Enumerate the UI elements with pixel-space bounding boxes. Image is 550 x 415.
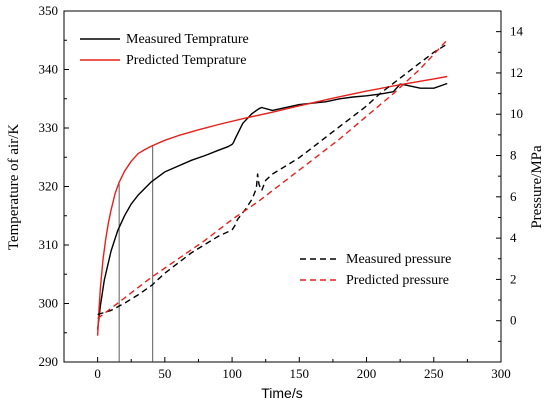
series-line (97, 43, 448, 316)
right-y-tick-label: 4 (510, 230, 517, 245)
x-tick-label: 250 (424, 366, 444, 381)
left-y-tick-label: 310 (39, 237, 59, 252)
left-y-tick-label: 320 (39, 179, 59, 194)
left-y-axis-title: Temperature of air/K (6, 124, 22, 251)
right-y-tick-label: 10 (510, 106, 523, 121)
x-tick-label: 100 (222, 366, 242, 381)
legend-label: Measured Temprature (126, 32, 249, 47)
right-y-tick-label: 2 (510, 271, 517, 286)
left-y-tick-label: 330 (39, 120, 59, 135)
x-tick-label: 300 (491, 366, 511, 381)
right-y-axis-title: Pressure/MPa (529, 145, 545, 229)
marker-lines (118, 145, 154, 362)
legends: Measured Temprature Predicted Temprature M… (80, 32, 451, 288)
left-y-tick-label: 300 (39, 296, 59, 311)
x-axis-title: Time/s (261, 385, 302, 401)
x-tick-label: 200 (357, 366, 377, 381)
series-line (96, 75, 448, 336)
x-tick-label: 50 (158, 366, 171, 381)
left-y-tick-label: 290 (39, 354, 59, 369)
series-line (96, 82, 448, 330)
x-tick-label: 0 (94, 366, 101, 381)
right-y-tick-label: 0 (510, 313, 517, 328)
right-y-tick-label: 12 (510, 65, 523, 80)
series-layer (96, 39, 448, 336)
left-y-axis-ticks: 290 300 310 320 330 340 350 (39, 3, 69, 369)
legend-label: Predicted Temprature (126, 53, 246, 68)
left-y-tick-label: 340 (39, 62, 59, 77)
series-line (97, 39, 448, 320)
x-tick-label: 150 (290, 366, 310, 381)
right-y-tick-label: 8 (510, 148, 517, 163)
legend-label: Measured pressure (346, 252, 451, 267)
right-y-axis-ticks: 0 2 4 6 8 10 12 14 (496, 24, 524, 342)
x-axis-ticks: 0 50 100 150 200 250 300 (63, 357, 511, 381)
right-y-tick-label: 6 (510, 189, 517, 204)
legend-label: Predicted pressure (346, 273, 449, 288)
left-y-tick-label: 350 (39, 3, 59, 18)
right-y-tick-label: 14 (510, 24, 524, 39)
